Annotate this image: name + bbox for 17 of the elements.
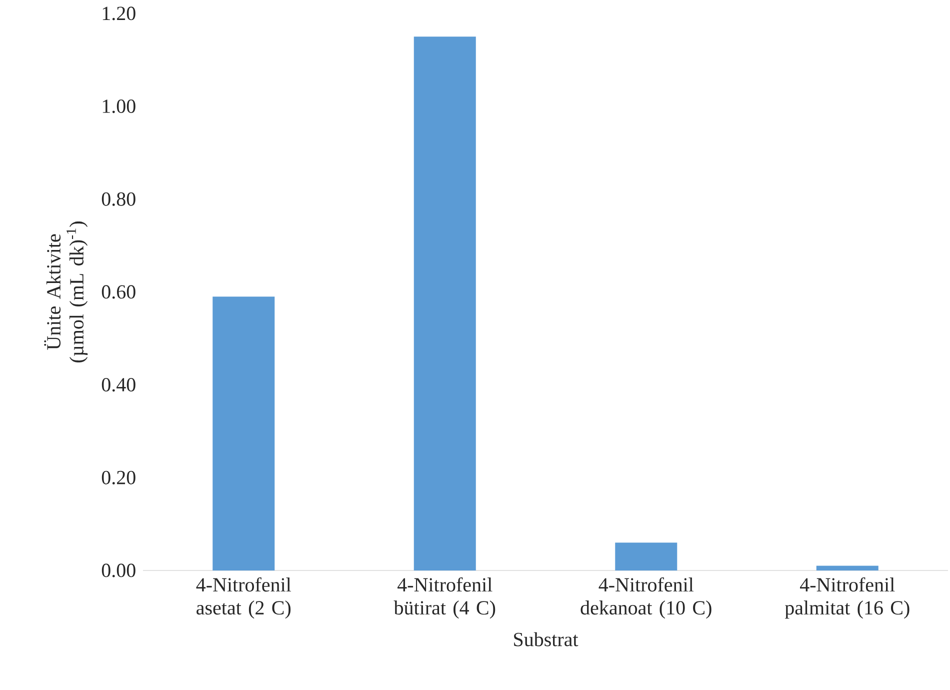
y-tick-label: 0.40	[102, 378, 136, 392]
x-axis-title: Substrat	[514, 632, 578, 646]
bar	[212, 296, 275, 570]
bar	[816, 566, 878, 570]
x-tick-label: 4-Nitrofenil dekanoat (10 C)	[580, 577, 712, 618]
y-tick-label: 1.00	[102, 99, 136, 113]
bar	[615, 542, 678, 570]
x-tick-label: 4-Nitrofenil bütirat (4 C)	[394, 577, 496, 618]
y-axis-title: Ünite Aktivite (µmol (mL dk)$^{-1}$)	[44, 221, 88, 362]
x-tick-label: 4-Nitrofenil palmitat (16 C)	[784, 577, 910, 618]
x-tick-label: 4-Nitrofenil asetat (2 C)	[196, 577, 292, 618]
bar	[414, 36, 476, 570]
y-tick-label: 0.20	[102, 470, 136, 484]
y-tick-label: 0.00	[102, 563, 136, 578]
y-tick-label: 0.60	[102, 284, 136, 299]
y-tick-label: 1.20	[102, 6, 136, 20]
y-tick-label: 0.80	[102, 192, 136, 206]
